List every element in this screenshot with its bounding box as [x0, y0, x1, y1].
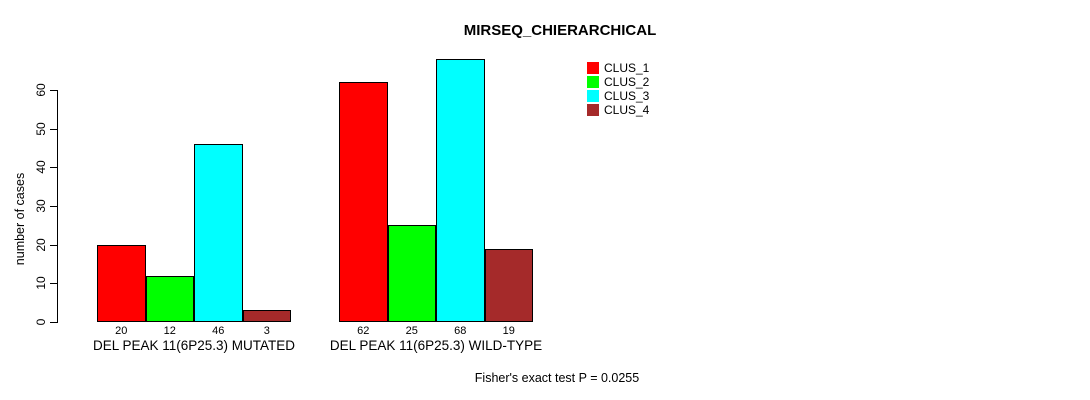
- bar-clus_3-group1: [194, 144, 243, 322]
- legend-swatch-icon: [587, 62, 599, 74]
- y-tick-label: 20: [34, 237, 48, 252]
- bar-clus_1-group1: [97, 244, 146, 322]
- legend-label: CLUS_2: [604, 75, 650, 89]
- y-tick-label: 40: [34, 160, 48, 174]
- legend-label: CLUS_3: [604, 89, 650, 103]
- legend-item: CLUS_4: [587, 103, 649, 117]
- y-tick-label: 0: [34, 318, 48, 326]
- y-axis-line: [57, 89, 58, 323]
- legend-label: CLUS_4: [604, 103, 650, 117]
- legend-swatch-icon: [587, 90, 599, 102]
- bar-clus_4-group2: [484, 248, 533, 322]
- bar-value-label: 62: [357, 325, 370, 337]
- legend-label: CLUS_1: [604, 61, 650, 75]
- y-tick: [50, 322, 57, 323]
- bar-clus_4-group1: [242, 310, 291, 322]
- bar-clus_2-group1: [145, 275, 194, 322]
- bar-clus_1-group2: [339, 82, 388, 322]
- y-tick-label: 30: [34, 199, 48, 213]
- y-tick: [50, 167, 57, 169]
- y-tick: [50, 283, 57, 285]
- y-axis-label: number of cases: [13, 172, 27, 266]
- y-tick-label: 10: [34, 276, 48, 290]
- x-category-label: DEL PEAK 11(6P25.3) MUTATED: [92, 338, 296, 353]
- legend: CLUS_1 CLUS_2 CLUS_3 CLUS_4: [587, 61, 649, 117]
- legend-swatch-icon: [587, 104, 599, 116]
- y-tick: [50, 89, 57, 91]
- legend-item: CLUS_1: [587, 61, 649, 75]
- legend-swatch-icon: [587, 76, 599, 88]
- legend-item: CLUS_3: [587, 89, 649, 103]
- bar-value-label: 3: [263, 325, 270, 337]
- bar-value-label: 46: [212, 325, 225, 337]
- x-category-label: DEL PEAK 11(6P25.3) WILD-TYPE: [329, 338, 543, 353]
- bar-value-label: 19: [502, 325, 515, 337]
- y-tick-label: 60: [34, 83, 48, 97]
- bar-clus_2-group2: [387, 225, 436, 322]
- y-tick: [50, 205, 57, 207]
- y-tick: [50, 128, 57, 130]
- footer-note: Fisher's exact test P = 0.0255: [474, 371, 640, 385]
- bar-value-label: 20: [115, 325, 128, 337]
- chart-title: MIRSEQ_CHIERARCHICAL: [463, 22, 657, 39]
- y-tick: [50, 244, 57, 246]
- y-tick-label: 50: [34, 121, 48, 136]
- bar-clus_3-group2: [436, 58, 485, 322]
- bar-value-label: 25: [405, 325, 418, 337]
- legend-item: CLUS_2: [587, 75, 649, 89]
- bar-value-label: 68: [454, 325, 467, 337]
- bar-value-label: 12: [163, 325, 176, 337]
